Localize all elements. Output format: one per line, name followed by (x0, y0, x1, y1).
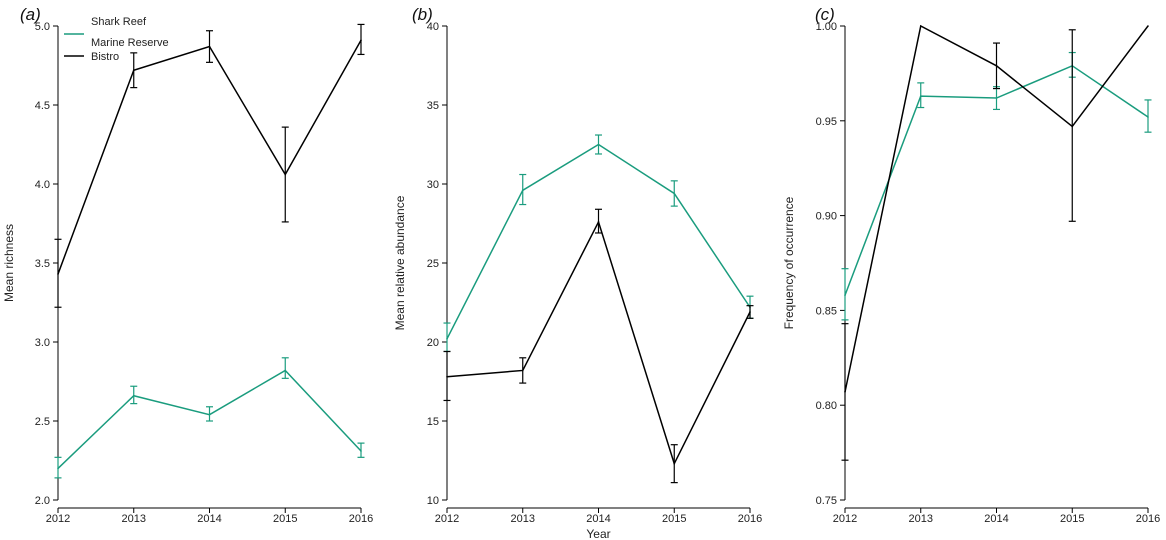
series-line (446, 219, 751, 466)
y-tick-label: 5.0 (35, 21, 50, 33)
data-point (995, 97, 998, 99)
data-point (132, 69, 135, 72)
data-point (919, 25, 922, 27)
x-tick-label: 2014 (586, 513, 610, 525)
y-tick-label: 1.00 (816, 21, 837, 33)
data-point (208, 45, 211, 48)
panel-c: 0.75 0.80 0.85 0.90 0.95 1.00 2012 2013 2014 2015… (782, 5, 1160, 525)
data-point (749, 311, 751, 313)
y-tick-label: 10 (427, 495, 439, 507)
data-point (521, 189, 524, 192)
data-point (995, 65, 998, 67)
y-tick-label: 0.95 (816, 116, 837, 128)
panel-a: 2.0 2.5 3.0 3.5 4.0 4.5 5.0 2012 2013 2014 2015 201… (2, 5, 373, 525)
x-tick-label: 2015 (273, 513, 297, 525)
y-axis-title: Frequency of occurrence (782, 196, 796, 329)
panel-label: (a) (20, 5, 41, 24)
y-tick-label: 0.80 (816, 400, 837, 412)
data-point (360, 450, 362, 452)
data-point (284, 369, 287, 372)
data-point (446, 338, 448, 340)
y-tick-label: 2.5 (35, 416, 50, 428)
data-point (360, 39, 362, 42)
y-tick-label: 0.75 (816, 495, 837, 507)
y-tick-label: 0.85 (816, 305, 837, 317)
y-tick-label: 35 (427, 100, 439, 112)
panel-label: (c) (815, 5, 835, 24)
data-point (208, 413, 211, 416)
data-point (57, 467, 59, 470)
data-point (844, 391, 846, 393)
series-bistro (54, 23, 365, 308)
y-tick-label: 4.0 (35, 179, 50, 191)
y-tick-label: 15 (427, 416, 439, 428)
x-tick-label: 2013 (909, 513, 933, 525)
data-point (1147, 116, 1149, 118)
legend-label: Shark Reef (91, 16, 147, 28)
y-axis-title: Mean richness (2, 224, 16, 302)
panel-b: 10 15 20 25 30 35 40 2012 2013 2014 2015 2016 Mean r… (393, 5, 762, 540)
x-tick-label: 2012 (46, 513, 70, 525)
y-tick-label: 20 (427, 337, 439, 349)
series-bistro (841, 24, 1149, 461)
x-tick-label: 2014 (197, 513, 221, 525)
data-point (1071, 125, 1074, 128)
x-tick-label: 2013 (511, 513, 535, 525)
y-tick-label: 2.0 (35, 495, 50, 507)
x-tick-label: 2015 (1060, 513, 1084, 525)
x-tick-label: 2012 (833, 513, 857, 525)
data-point (919, 95, 922, 97)
legend-entry-bistro: Bistro (64, 51, 119, 63)
y-axis-title: Mean relative abundance (393, 195, 407, 330)
x-tick-label: 2015 (662, 513, 686, 525)
x-tick-label: 2016 (349, 513, 373, 525)
data-point (284, 173, 287, 176)
series-line (57, 39, 362, 275)
data-point (844, 294, 846, 297)
y-tick-label: 25 (427, 258, 439, 270)
legend-label: Bistro (91, 51, 119, 63)
y-tick-label: 4.5 (35, 100, 50, 112)
data-point (597, 221, 600, 223)
y-tick-label: 3.5 (35, 258, 50, 270)
data-point (132, 394, 135, 397)
x-tick-label: 2016 (738, 513, 762, 525)
data-point (673, 462, 676, 465)
x-tick-label: 2016 (1136, 513, 1160, 525)
data-point (1147, 25, 1149, 27)
data-point (446, 375, 448, 378)
x-axis-title: Year (586, 527, 610, 540)
series-shark-reef-marine-reserve (443, 134, 754, 353)
x-tick-label: 2014 (984, 513, 1008, 525)
legend: Shark Reef Marine Reserve Bistro (64, 16, 169, 63)
panel-label: (b) (412, 5, 433, 24)
data-point (673, 192, 676, 195)
series-shark-reef-marine-reserve (54, 357, 365, 479)
y-tick-label: 30 (427, 179, 439, 191)
series-bistro (443, 208, 754, 484)
y-tick-label: 40 (427, 21, 439, 33)
y-tick-label: 0.90 (816, 211, 837, 223)
x-tick-label: 2012 (435, 513, 459, 525)
series-line (446, 143, 751, 340)
legend-entry-shark-reef: Shark Reef Marine Reserve (64, 16, 169, 49)
data-point (521, 369, 524, 372)
legend-label: Marine Reserve (91, 37, 169, 49)
data-point (597, 143, 600, 146)
x-tick-label: 2013 (122, 513, 146, 525)
data-point (57, 273, 59, 275)
y-tick-label: 3.0 (35, 337, 50, 349)
